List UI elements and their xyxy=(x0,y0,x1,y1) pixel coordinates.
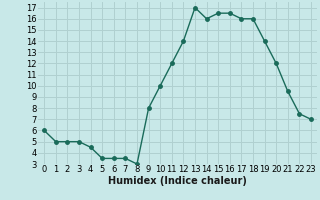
X-axis label: Humidex (Indice chaleur): Humidex (Indice chaleur) xyxy=(108,176,247,186)
